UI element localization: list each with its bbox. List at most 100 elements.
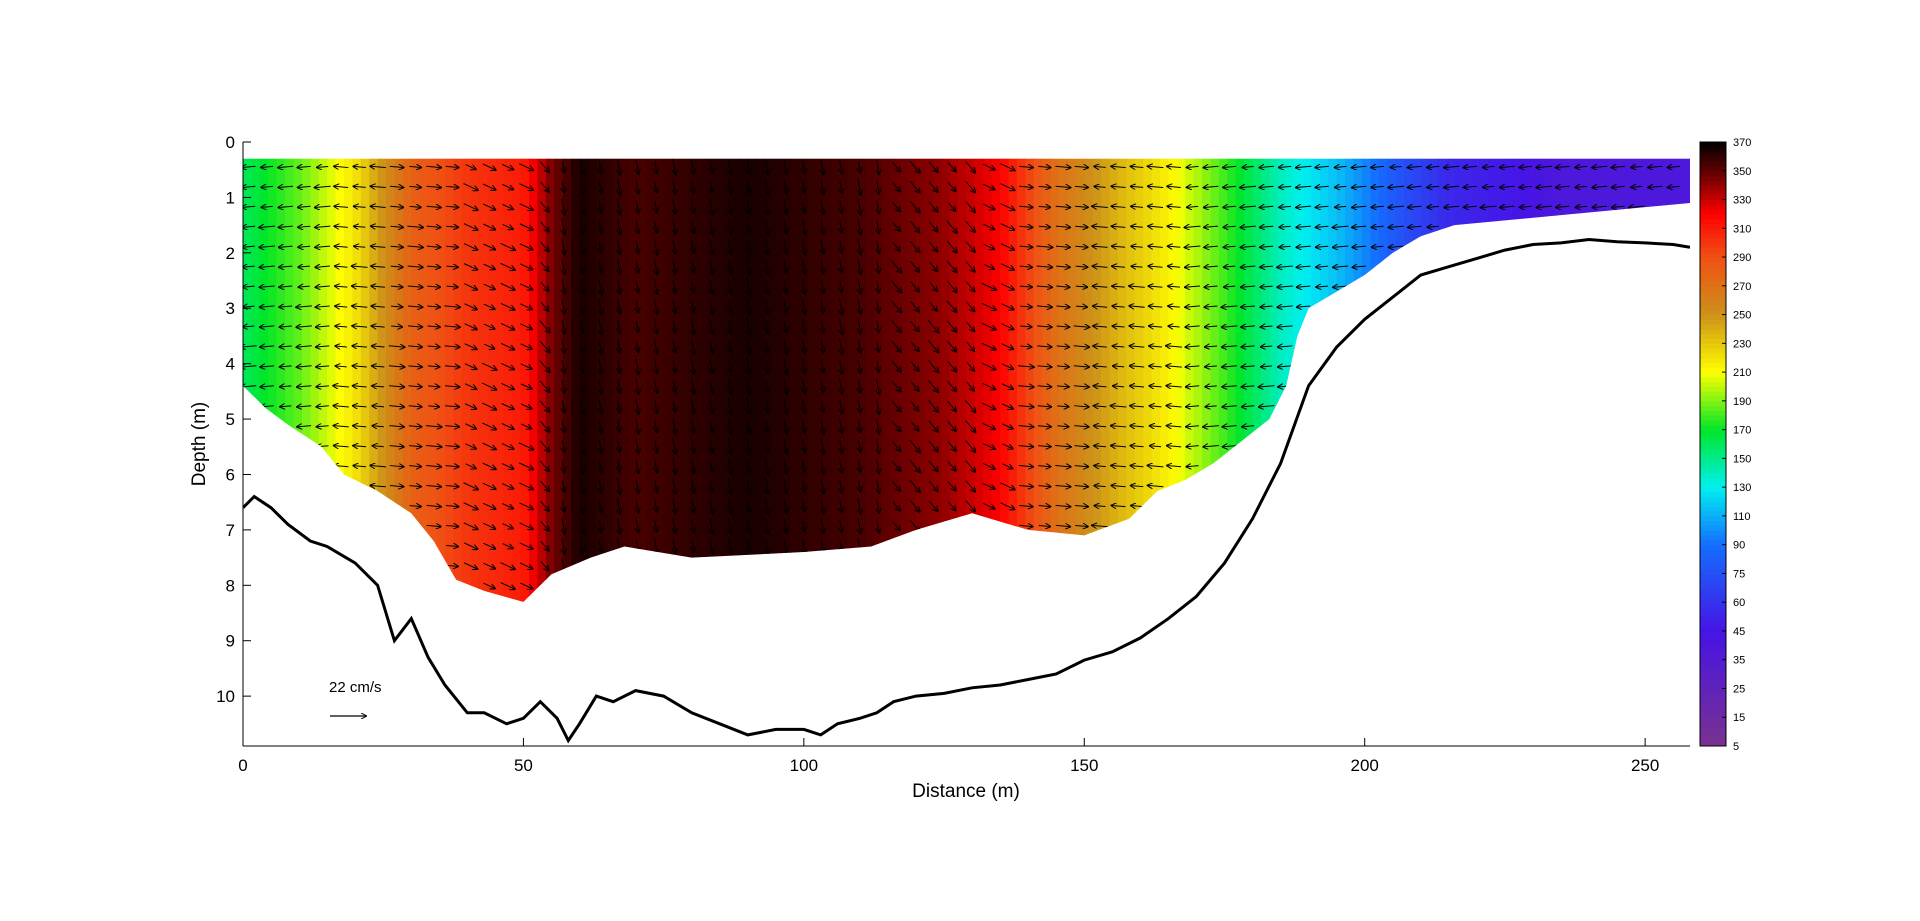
velocity-vector xyxy=(891,360,901,372)
velocity-vector xyxy=(1056,326,1070,327)
velocity-vector xyxy=(747,220,749,232)
velocity-vector xyxy=(821,239,823,253)
velocity-vector xyxy=(655,221,657,232)
velocity-vector xyxy=(858,259,861,274)
velocity-vector xyxy=(427,266,440,267)
velocity-vector xyxy=(1187,186,1199,187)
velocity-vector xyxy=(315,186,331,187)
velocity-vector xyxy=(840,318,843,334)
velocity-vector xyxy=(747,399,749,414)
velocity-vector xyxy=(910,361,919,371)
field-strip xyxy=(789,158,799,602)
velocity-vector xyxy=(1222,326,1238,327)
velocity-vector xyxy=(336,366,347,367)
velocity-vector xyxy=(260,346,275,347)
velocity-vector xyxy=(1074,406,1088,407)
velocity-vector xyxy=(747,540,749,551)
velocity-vector xyxy=(928,460,938,472)
colorbar-band xyxy=(1700,511,1726,517)
field-strip xyxy=(890,158,900,602)
velocity-vector xyxy=(279,266,293,267)
field-strip xyxy=(529,158,539,602)
velocity-vector xyxy=(446,246,458,247)
field-strip xyxy=(310,158,320,602)
field-strip xyxy=(714,158,724,602)
velocity-vector xyxy=(1148,226,1163,227)
velocity-vector xyxy=(599,379,601,393)
field-strip xyxy=(705,158,715,602)
velocity-vector xyxy=(729,340,731,352)
velocity-vector xyxy=(581,179,583,194)
velocity-vector xyxy=(692,200,694,213)
velocity-vector xyxy=(766,179,769,194)
velocity-vector xyxy=(965,500,975,512)
velocity-vector xyxy=(729,300,731,313)
colorbar-band xyxy=(1700,180,1726,186)
velocity-vector xyxy=(710,359,712,373)
velocity-vector xyxy=(1094,166,1106,167)
velocity-vector xyxy=(371,206,386,207)
velocity-vector xyxy=(483,303,495,309)
y-tick-label: 6 xyxy=(226,465,235,484)
velocity-vector xyxy=(673,400,675,412)
velocity-vector xyxy=(891,420,900,431)
velocity-vector xyxy=(1408,226,1422,227)
velocity-vector xyxy=(710,480,712,492)
velocity-vector xyxy=(618,400,620,412)
field-strip xyxy=(1336,158,1346,602)
velocity-vector xyxy=(784,300,786,312)
velocity-vector xyxy=(243,226,256,227)
velocity-vector xyxy=(463,263,477,270)
velocity-vector xyxy=(1519,166,1533,167)
velocity-vector xyxy=(464,323,477,330)
velocity-vector xyxy=(710,440,712,452)
colorbar-band xyxy=(1700,592,1726,598)
velocity-vector xyxy=(692,301,694,312)
colorbar-band xyxy=(1700,573,1726,579)
velocity-vector xyxy=(858,199,861,214)
velocity-vector xyxy=(1131,166,1144,167)
colorbar-band xyxy=(1700,343,1726,349)
velocity-vector xyxy=(426,166,441,167)
velocity-vector xyxy=(372,346,385,347)
velocity-vector xyxy=(821,458,824,474)
velocity-vector xyxy=(334,166,349,167)
colorbar-band xyxy=(1700,281,1726,287)
velocity-vector xyxy=(858,339,860,353)
velocity-vector xyxy=(673,518,675,533)
field-strip xyxy=(1454,158,1464,602)
field-strip xyxy=(1513,158,1523,602)
velocity-vector xyxy=(946,220,957,233)
velocity-vector xyxy=(877,200,879,213)
velocity-vector xyxy=(1205,326,1218,327)
colorbar-band xyxy=(1700,151,1726,157)
field-strip xyxy=(579,158,589,602)
velocity-vector xyxy=(539,380,550,392)
velocity-vector xyxy=(654,279,657,294)
velocity-vector xyxy=(354,246,366,247)
velocity-vector xyxy=(983,243,994,249)
velocity-vector xyxy=(692,399,695,413)
colorbar-band xyxy=(1700,463,1726,469)
velocity-vector xyxy=(1075,246,1087,247)
velocity-vector xyxy=(425,446,441,447)
velocity-vector xyxy=(1129,286,1145,287)
velocity-vector xyxy=(1130,426,1144,427)
velocity-vector xyxy=(636,320,638,332)
velocity-vector xyxy=(1057,426,1068,427)
velocity-vector xyxy=(1260,186,1274,187)
velocity-vector xyxy=(1203,446,1219,447)
velocity-vector xyxy=(877,398,880,414)
velocity-vector xyxy=(910,401,918,411)
field-strip xyxy=(1412,158,1422,602)
field-strip xyxy=(1437,158,1447,602)
velocity-vector xyxy=(1388,186,1404,187)
velocity-vector xyxy=(482,442,496,449)
velocity-vector xyxy=(372,426,384,427)
velocity-vector xyxy=(280,386,292,387)
velocity-vectors xyxy=(243,159,1681,589)
velocity-vector xyxy=(981,282,996,290)
velocity-vector xyxy=(1297,306,1311,307)
velocity-vector xyxy=(840,200,842,213)
velocity-vector xyxy=(353,466,367,467)
